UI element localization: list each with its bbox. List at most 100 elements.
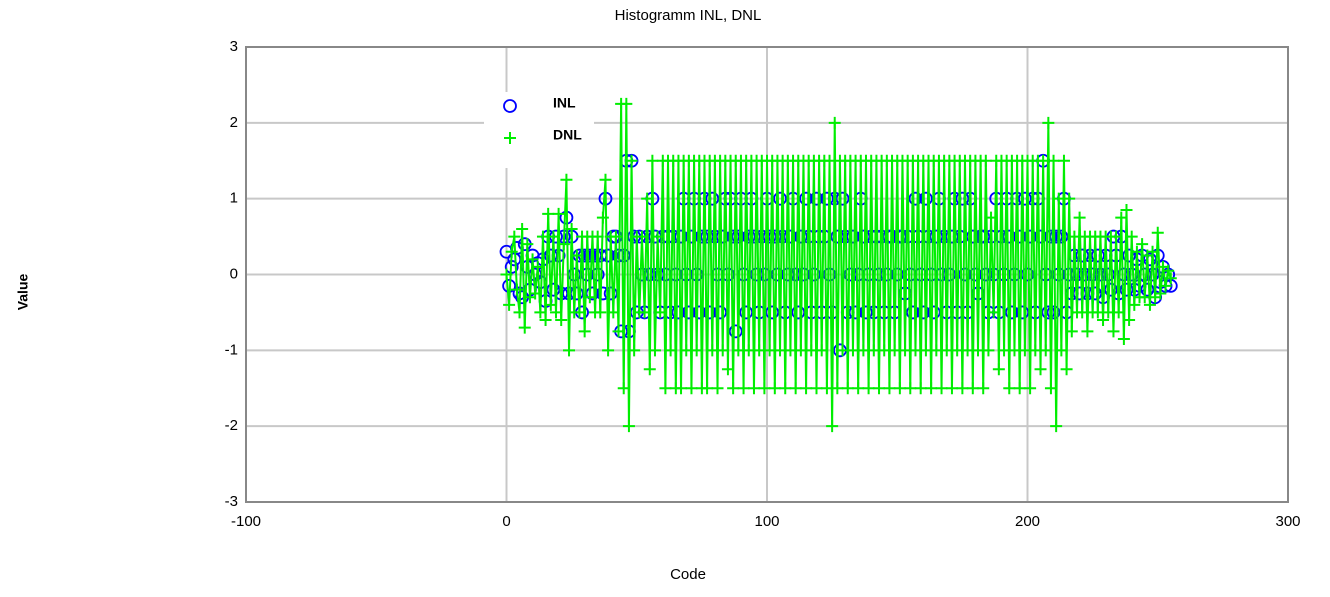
dnl-point: [544, 298, 557, 311]
inl-point: [728, 324, 743, 339]
dnl-point: [549, 306, 562, 319]
dnl-point: [1008, 344, 1021, 357]
dnl-point: [852, 382, 865, 395]
chart-title: Histogramm INL, DNL: [615, 7, 762, 24]
dnl-point: [1034, 363, 1047, 376]
dnl-point: [820, 382, 833, 395]
inl-point: [546, 282, 561, 297]
dnl-line: [505, 103, 1172, 427]
dnl-point: [810, 382, 823, 395]
y-tick-label: -3: [225, 493, 238, 510]
dnl-point: [831, 382, 844, 395]
dnl-point: [899, 344, 912, 357]
dnl-point: [1052, 192, 1065, 205]
dnl-point: [862, 382, 875, 395]
dnl-point: [628, 344, 641, 357]
dnl-point: [1047, 154, 1060, 167]
dnl-point: [972, 344, 985, 357]
dnl-point: [622, 420, 635, 433]
dnl-point: [641, 192, 654, 205]
dnl-point: [742, 344, 755, 357]
dnl-point: [836, 344, 849, 357]
inl-point: [799, 191, 813, 206]
dnl-point: [1164, 272, 1177, 285]
dnl-point: [1068, 230, 1081, 243]
dnl-point: [1117, 332, 1130, 345]
dnl-point: [617, 382, 630, 395]
x-axis-label: Code: [670, 566, 706, 583]
dnl-point: [774, 344, 787, 357]
dnl-point: [1039, 344, 1052, 357]
legend-box: [484, 92, 594, 168]
dnl-point: [573, 306, 586, 319]
dnl-point: [873, 382, 886, 395]
legend-marker: [504, 132, 516, 144]
dnl-point: [680, 344, 693, 357]
dnl-point: [1097, 314, 1110, 326]
dnl-point: [602, 344, 615, 357]
x-tick-label: 300: [1275, 513, 1300, 530]
dnl-point: [513, 306, 526, 319]
dnl-point: [878, 344, 891, 357]
inl-point: [1046, 305, 1061, 320]
dnl-point: [1091, 306, 1104, 319]
y-tick-label: -1: [225, 341, 238, 358]
dnl-point: [583, 291, 596, 304]
dnl-point: [1128, 298, 1141, 311]
dnl-point: [1138, 291, 1151, 304]
dnl-point: [635, 230, 648, 243]
inl-point: [1017, 191, 1032, 206]
inl-point: [1054, 229, 1069, 244]
inl-point: [955, 191, 970, 206]
dnl-point: [846, 344, 859, 357]
dnl-point: [1024, 382, 1037, 395]
inl-point: [1122, 248, 1136, 263]
legend-label: INL: [553, 95, 576, 111]
dnl-point: [1018, 344, 1031, 357]
y-axis-label: Value: [15, 274, 31, 311]
inl-point: [809, 191, 824, 206]
dnl-point: [1123, 314, 1136, 326]
x-tick-label: 100: [754, 513, 779, 530]
dnl-point: [919, 344, 932, 357]
dnl-point: [914, 382, 927, 395]
dnl-point: [664, 344, 677, 357]
dnl-point: [794, 344, 807, 357]
dnl-point: [547, 230, 560, 243]
dnl-point: [654, 306, 667, 319]
dnl-point: [1115, 211, 1128, 224]
dnl-point: [747, 382, 760, 395]
dnl-point: [998, 344, 1011, 357]
dnl-point: [805, 344, 818, 357]
dnl-point: [625, 154, 638, 167]
dnl-point: [1151, 226, 1164, 239]
dnl-point: [966, 382, 979, 395]
dnl-point: [1073, 211, 1086, 224]
dnl-point: [1076, 306, 1089, 319]
dnl-point: [536, 230, 549, 243]
y-tick-label: 3: [230, 38, 238, 55]
dnl-point: [539, 314, 552, 326]
dnl-point: [516, 223, 529, 235]
dnl-point: [1037, 154, 1050, 167]
inl-point: [835, 191, 850, 206]
dnl-point: [732, 344, 745, 357]
x-tick-label: -100: [231, 513, 261, 530]
dnl-point: [925, 382, 938, 395]
inl-point: [671, 305, 686, 320]
dnl-point: [823, 154, 836, 167]
dnl-point: [1130, 245, 1143, 258]
dnl-point: [904, 382, 917, 395]
inl-point: [582, 248, 597, 263]
dnl-point: [1159, 279, 1172, 292]
y-tick-label: 2: [230, 114, 238, 131]
dnl-point: [828, 116, 841, 129]
inl-point: [919, 191, 933, 206]
dnl-point: [560, 173, 573, 186]
dnl-point: [784, 344, 797, 357]
legend-label: DNL: [553, 127, 582, 143]
dnl-point: [883, 382, 896, 395]
dnl-point: [591, 230, 604, 243]
dnl-point: [565, 223, 578, 235]
